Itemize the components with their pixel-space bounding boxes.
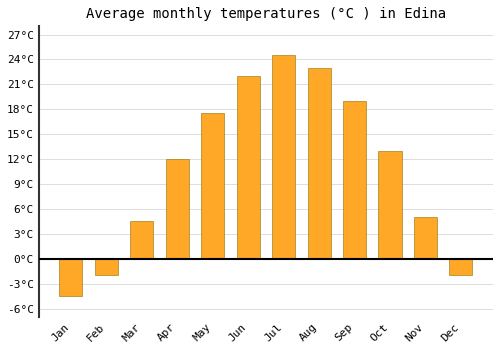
Bar: [414, 217, 437, 259]
Bar: [201, 113, 224, 259]
Bar: [60, 259, 82, 296]
Bar: [450, 259, 472, 275]
Bar: [166, 159, 189, 259]
Bar: [130, 221, 154, 259]
Bar: [272, 55, 295, 259]
Bar: [343, 101, 366, 259]
Bar: [308, 68, 330, 259]
Bar: [95, 259, 118, 275]
Bar: [378, 151, 402, 259]
Title: Average monthly temperatures (°C ) in Edina: Average monthly temperatures (°C ) in Ed…: [86, 7, 446, 21]
Bar: [236, 76, 260, 259]
